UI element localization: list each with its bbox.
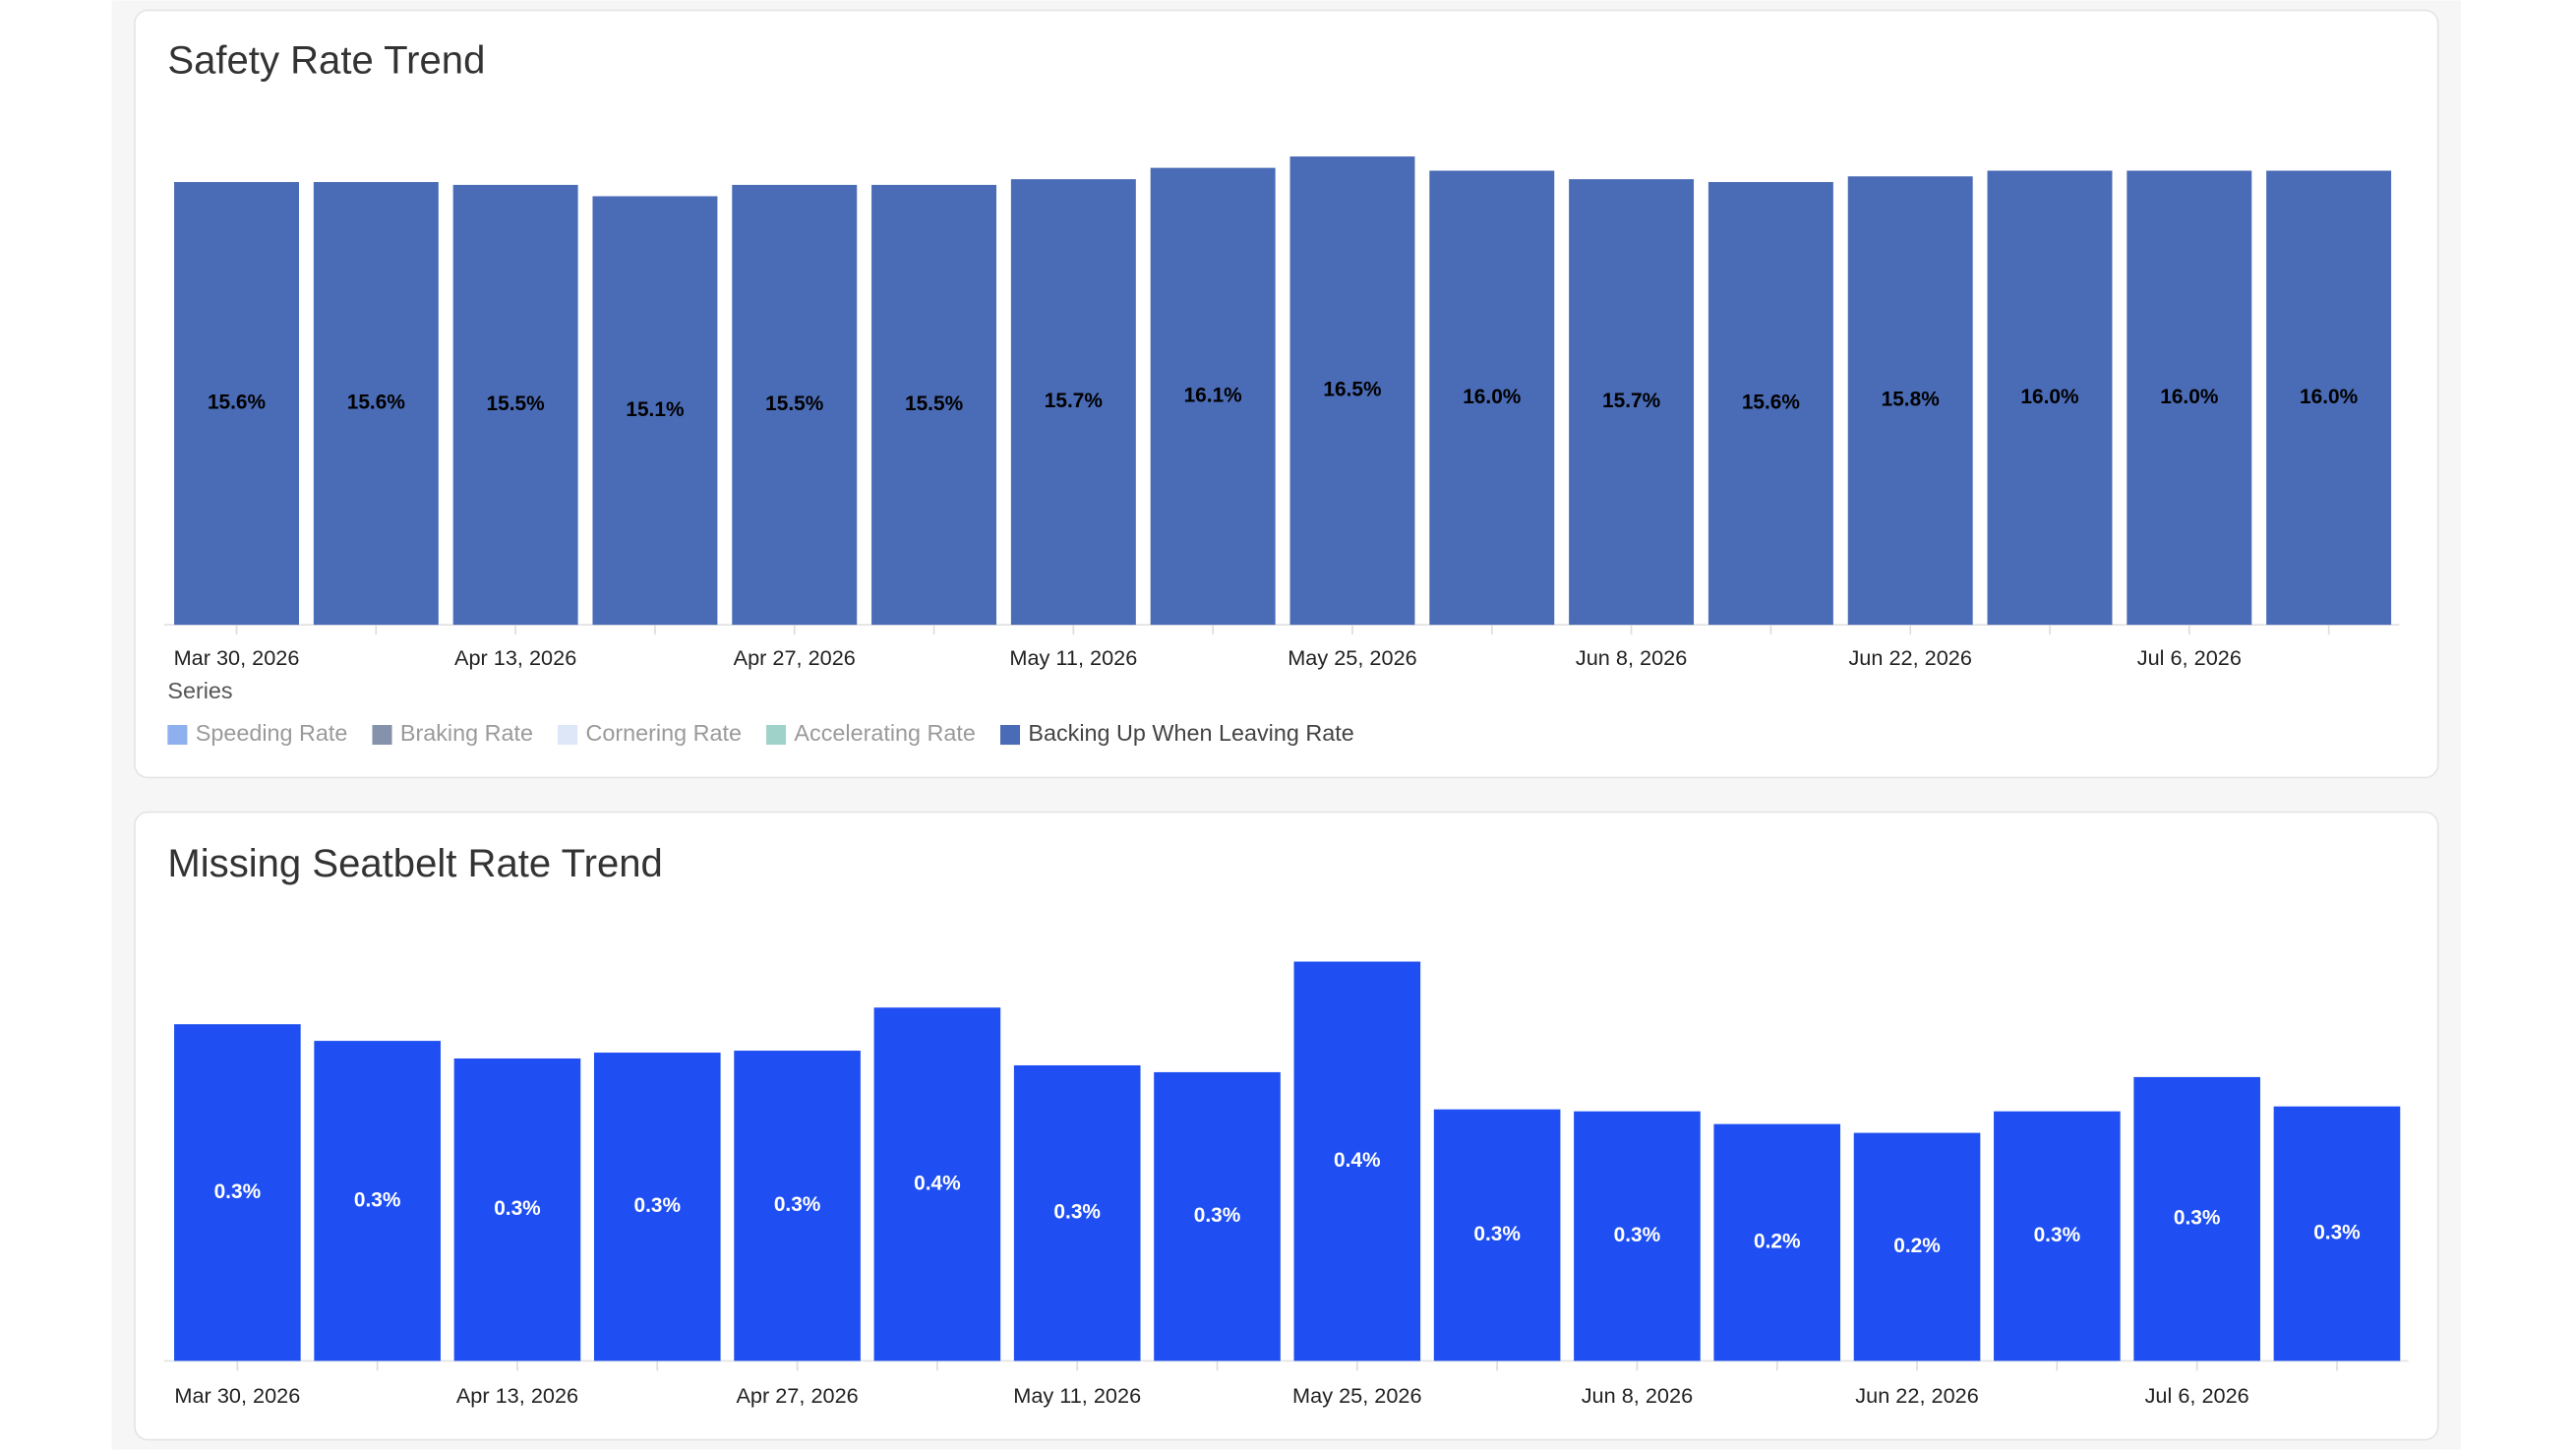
value-label: 0.3% (2313, 1222, 2361, 1244)
bar (1013, 1064, 1141, 1361)
bar (1707, 182, 1833, 626)
x-tick-label: Apr 27, 2026 (734, 645, 856, 670)
bar (2127, 170, 2252, 626)
legend-item[interactable]: Speeding Rate (196, 720, 348, 746)
value-label: 15.7% (1602, 390, 1660, 412)
value-label: 0.3% (2034, 1224, 2081, 1246)
x-tick-label: Jul 6, 2026 (2137, 645, 2242, 670)
bar (174, 182, 299, 626)
bar (452, 184, 578, 626)
x-tick-label: Jul 6, 2026 (2145, 1383, 2249, 1408)
bar (592, 196, 718, 626)
legend-item[interactable]: Backing Up When Leaving Rate (1028, 720, 1353, 746)
legend-item[interactable]: Accelerating Rate (794, 720, 976, 746)
value-label: 0.2% (1893, 1235, 1941, 1257)
value-label: 0.4% (914, 1172, 961, 1194)
bar (1433, 1109, 1561, 1361)
value-label: 15.1% (626, 398, 684, 421)
legend-item[interactable]: Cornering Rate (585, 720, 742, 746)
value-label: 15.6% (1742, 392, 1800, 414)
value-label: 0.3% (494, 1197, 541, 1220)
legend-swatch (167, 725, 188, 746)
x-tick-label: May 25, 2026 (1288, 645, 1417, 670)
x-tick-label: May 11, 2026 (1009, 645, 1137, 670)
x-tick-label: Jun 8, 2026 (1582, 1383, 1693, 1408)
bar (2133, 1076, 2260, 1361)
value-label: 0.3% (1473, 1223, 1521, 1245)
bar (174, 1024, 301, 1361)
bar (314, 1041, 441, 1361)
value-label: 15.5% (765, 393, 823, 415)
x-tick-label: Apr 13, 2026 (456, 1383, 578, 1408)
bar (1150, 167, 1276, 626)
value-label: 0.3% (1194, 1204, 1241, 1227)
bar (2273, 1106, 2401, 1361)
legend-item[interactable]: Braking Rate (400, 720, 533, 746)
x-tick-label: May 25, 2026 (1292, 1383, 1422, 1408)
bar (1293, 961, 1421, 1361)
value-label: 16.0% (1463, 386, 1521, 408)
x-tick-label: Jun 8, 2026 (1576, 645, 1687, 670)
chart-title: Missing Seatbelt Rate Trend (167, 842, 662, 885)
bar (1853, 1132, 1981, 1361)
value-label: 0.3% (774, 1193, 821, 1216)
bar (313, 182, 439, 626)
x-tick-label: Mar 30, 2026 (174, 645, 300, 670)
bar (1847, 176, 1973, 626)
legend-swatch (372, 725, 392, 746)
value-label: 16.0% (2020, 386, 2078, 408)
bar (1994, 1111, 2121, 1361)
legend-swatch (766, 725, 787, 746)
bar (1429, 170, 1555, 626)
bar (1569, 179, 1695, 626)
value-label: 0.2% (1754, 1231, 1801, 1253)
value-label: 0.3% (1614, 1224, 1661, 1246)
bar (1010, 179, 1136, 626)
bar (1574, 1111, 1701, 1361)
bar (1713, 1123, 1841, 1361)
bar (871, 184, 997, 626)
bar (1987, 170, 2113, 626)
bar (2266, 170, 2392, 626)
x-tick-label: Jun 22, 2026 (1848, 645, 1972, 670)
x-tick-label: Apr 27, 2026 (736, 1383, 858, 1408)
bar (593, 1053, 721, 1361)
bar (734, 1051, 861, 1361)
x-tick-label: Jun 22, 2026 (1855, 1383, 1979, 1408)
x-tick-label: May 11, 2026 (1013, 1383, 1141, 1408)
bar (1289, 156, 1415, 626)
chart-title: Safety Rate Trend (167, 38, 485, 82)
value-label: 16.5% (1323, 379, 1381, 401)
value-label: 0.3% (354, 1188, 401, 1211)
value-label: 16.1% (1184, 384, 1242, 406)
bar (453, 1058, 581, 1361)
value-label: 15.6% (347, 392, 405, 414)
value-label: 15.8% (1882, 389, 1940, 411)
legend-swatch (999, 725, 1021, 746)
value-label: 15.7% (1045, 390, 1103, 412)
legend-swatch (558, 725, 578, 746)
bar (1154, 1071, 1281, 1361)
value-label: 16.0% (2300, 386, 2358, 408)
x-tick-label: Apr 13, 2026 (454, 645, 576, 670)
value-label: 16.0% (2160, 386, 2218, 408)
legend-title: Series (167, 678, 232, 703)
bar (732, 184, 858, 626)
bar (873, 1007, 1001, 1361)
value-label: 0.3% (1053, 1201, 1101, 1224)
value-label: 15.6% (208, 392, 266, 414)
value-label: 0.3% (214, 1180, 262, 1203)
value-label: 0.3% (634, 1194, 682, 1217)
value-label: 15.5% (905, 393, 963, 415)
value-label: 15.5% (487, 393, 545, 415)
x-tick-label: Mar 30, 2026 (174, 1383, 300, 1408)
value-label: 0.3% (2174, 1207, 2221, 1230)
value-label: 0.4% (1334, 1149, 1381, 1172)
